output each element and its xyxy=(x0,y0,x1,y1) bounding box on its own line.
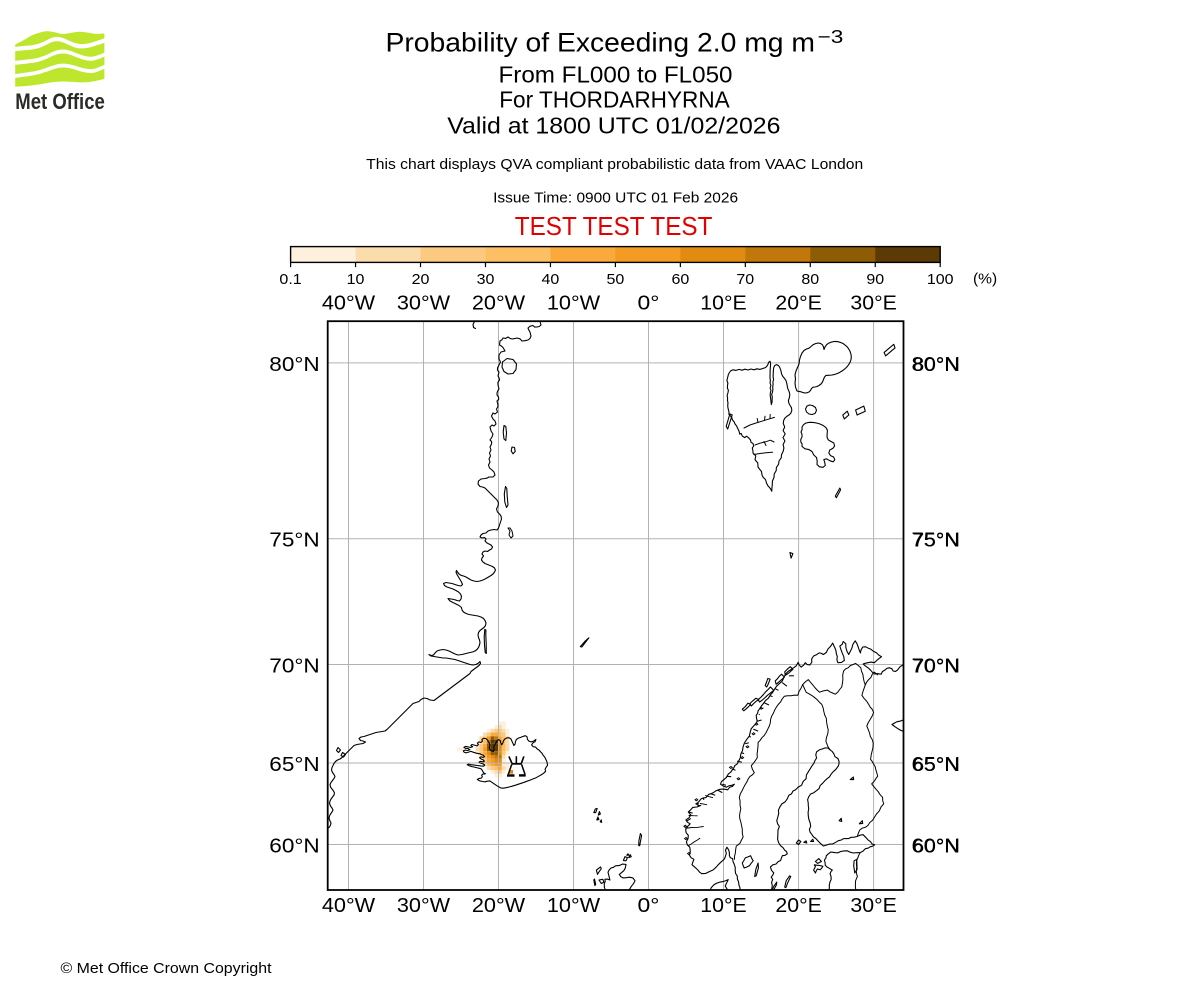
svg-text:40°W: 40°W xyxy=(322,895,375,917)
svg-text:40: 40 xyxy=(542,272,560,288)
svg-text:40°W: 40°W xyxy=(322,293,375,315)
svg-text:10°E: 10°E xyxy=(700,293,746,315)
svg-text:30°E: 30°E xyxy=(850,895,896,917)
svg-text:30°W: 30°W xyxy=(397,895,450,917)
svg-text:Met Office: Met Office xyxy=(15,89,105,114)
svg-text:70°N: 70°N xyxy=(269,656,319,678)
svg-text:10°E: 10°E xyxy=(700,895,746,917)
svg-text:0°: 0° xyxy=(638,293,660,315)
svg-text:20°E: 20°E xyxy=(775,895,821,917)
svg-text:80°N: 80°N xyxy=(269,354,319,376)
svg-text:10°W: 10°W xyxy=(547,895,600,917)
svg-text:TEST TEST TEST: TEST TEST TEST xyxy=(515,213,713,241)
svg-text:Probability of Exceeding 2.0 m: Probability of Exceeding 2.0 mg m xyxy=(386,27,816,57)
svg-text:65°N: 65°N xyxy=(269,754,319,776)
svg-text:60°N: 60°N xyxy=(912,836,961,858)
svg-text:0°: 0° xyxy=(638,895,660,917)
svg-text:10: 10 xyxy=(347,272,365,288)
svg-text:20°W: 20°W xyxy=(472,293,525,315)
svg-text:Issue Time: 0900 UTC 01 Feb 20: Issue Time: 0900 UTC 01 Feb 2026 xyxy=(493,191,738,207)
svg-text:Valid at 1800 UTC 01/02/2026: Valid at 1800 UTC 01/02/2026 xyxy=(447,113,780,139)
svg-text:From FL000 to FL050: From FL000 to FL050 xyxy=(499,62,733,88)
svg-text:20: 20 xyxy=(412,272,430,288)
svg-text:90: 90 xyxy=(866,272,884,288)
svg-text:100: 100 xyxy=(927,272,954,288)
svg-text:30: 30 xyxy=(477,272,495,288)
svg-text:60: 60 xyxy=(671,272,689,288)
svg-text:70: 70 xyxy=(736,272,754,288)
svg-text:80: 80 xyxy=(801,272,819,288)
svg-text:(%): (%) xyxy=(973,271,997,287)
svg-text:65°N: 65°N xyxy=(913,755,960,776)
svg-text:70°N: 70°N xyxy=(912,656,961,678)
svg-text:20°E: 20°E xyxy=(775,293,821,315)
svg-text:20°W: 20°W xyxy=(472,895,525,917)
svg-text:75°N: 75°N xyxy=(912,530,961,552)
svg-text:80°N: 80°N xyxy=(913,355,960,376)
svg-text:This chart displays QVA compli: This chart displays QVA compliant probab… xyxy=(366,157,863,173)
svg-text:© Met Office Crown Copyright: © Met Office Crown Copyright xyxy=(61,961,272,977)
svg-text:10°W: 10°W xyxy=(547,293,600,315)
svg-text:For THORDARHYRNA: For THORDARHYRNA xyxy=(499,87,730,113)
svg-text:75°N: 75°N xyxy=(269,530,319,552)
svg-text:−3: −3 xyxy=(818,26,844,47)
svg-text:30°E: 30°E xyxy=(850,293,896,315)
svg-text:75°N: 75°N xyxy=(913,531,960,552)
svg-text:70°N: 70°N xyxy=(913,657,960,678)
svg-text:0.1: 0.1 xyxy=(279,272,301,288)
svg-text:65°N: 65°N xyxy=(912,754,961,776)
svg-text:60°N: 60°N xyxy=(269,836,319,858)
svg-text:80°N: 80°N xyxy=(912,354,961,376)
svg-text:60°N: 60°N xyxy=(913,837,960,858)
svg-text:30°W: 30°W xyxy=(397,293,450,315)
svg-text:50: 50 xyxy=(607,272,625,288)
